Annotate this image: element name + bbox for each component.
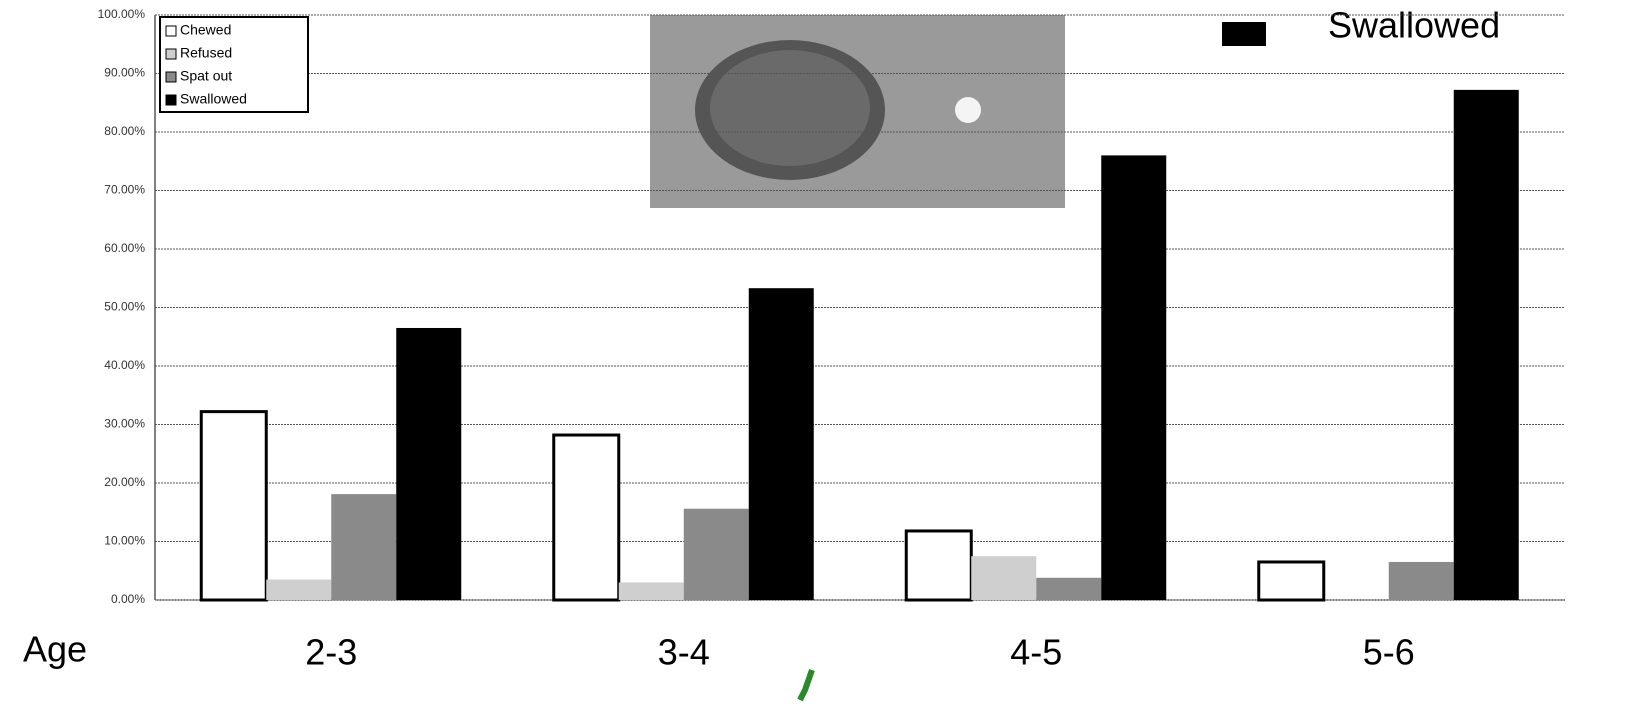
x-tick-label: 3-4 [658, 632, 710, 673]
y-tick-label: 100.00% [98, 7, 146, 21]
bar [396, 328, 461, 600]
highlight-legend: Swallowed [1328, 5, 1500, 46]
y-tick-label: 40.00% [104, 358, 145, 372]
bar [684, 509, 749, 600]
x-tick-label: 2-3 [305, 632, 357, 673]
x-tick-label: 4-5 [1010, 632, 1062, 673]
x-axis-label: Age [23, 629, 87, 670]
legend-swatch [166, 49, 176, 59]
legend-label: Spat out [180, 68, 232, 84]
y-tick-label: 70.00% [104, 183, 145, 197]
y-tick-label: 90.00% [104, 66, 145, 80]
legend-swatch [166, 72, 176, 82]
legend-label: Chewed [180, 22, 231, 38]
inset-photo [650, 15, 1065, 208]
bar [971, 556, 1036, 600]
highlight-swatch [1222, 22, 1266, 46]
chart: Age Swallowed 0.00% 10.00% 20.00% 30.00% 40.… [0, 0, 1641, 709]
bar [1101, 155, 1166, 600]
bar [619, 582, 684, 600]
legend-swatch [166, 26, 176, 36]
bar [266, 580, 331, 600]
bar [906, 531, 971, 600]
x-tick-label: 5-6 [1363, 632, 1415, 673]
bar [1389, 562, 1454, 600]
y-tick-label: 30.00% [104, 417, 145, 431]
legend-swatch [166, 95, 176, 105]
y-tick-label: 0.00% [111, 592, 145, 606]
bar [554, 435, 619, 600]
bar [201, 412, 266, 600]
check-mark [800, 670, 812, 700]
bar [749, 288, 814, 600]
legend-label: Swallowed [180, 91, 247, 107]
legend-label: Refused [180, 45, 232, 61]
bar [1036, 578, 1101, 600]
y-tick-label: 60.00% [104, 241, 145, 255]
bar [1259, 562, 1324, 600]
y-tick-label: 10.00% [104, 534, 145, 548]
y-tick-label: 80.00% [104, 124, 145, 138]
bar [1454, 90, 1519, 600]
y-tick-label: 50.00% [104, 300, 145, 314]
y-tick-label: 20.00% [104, 475, 145, 489]
bar [331, 494, 396, 600]
